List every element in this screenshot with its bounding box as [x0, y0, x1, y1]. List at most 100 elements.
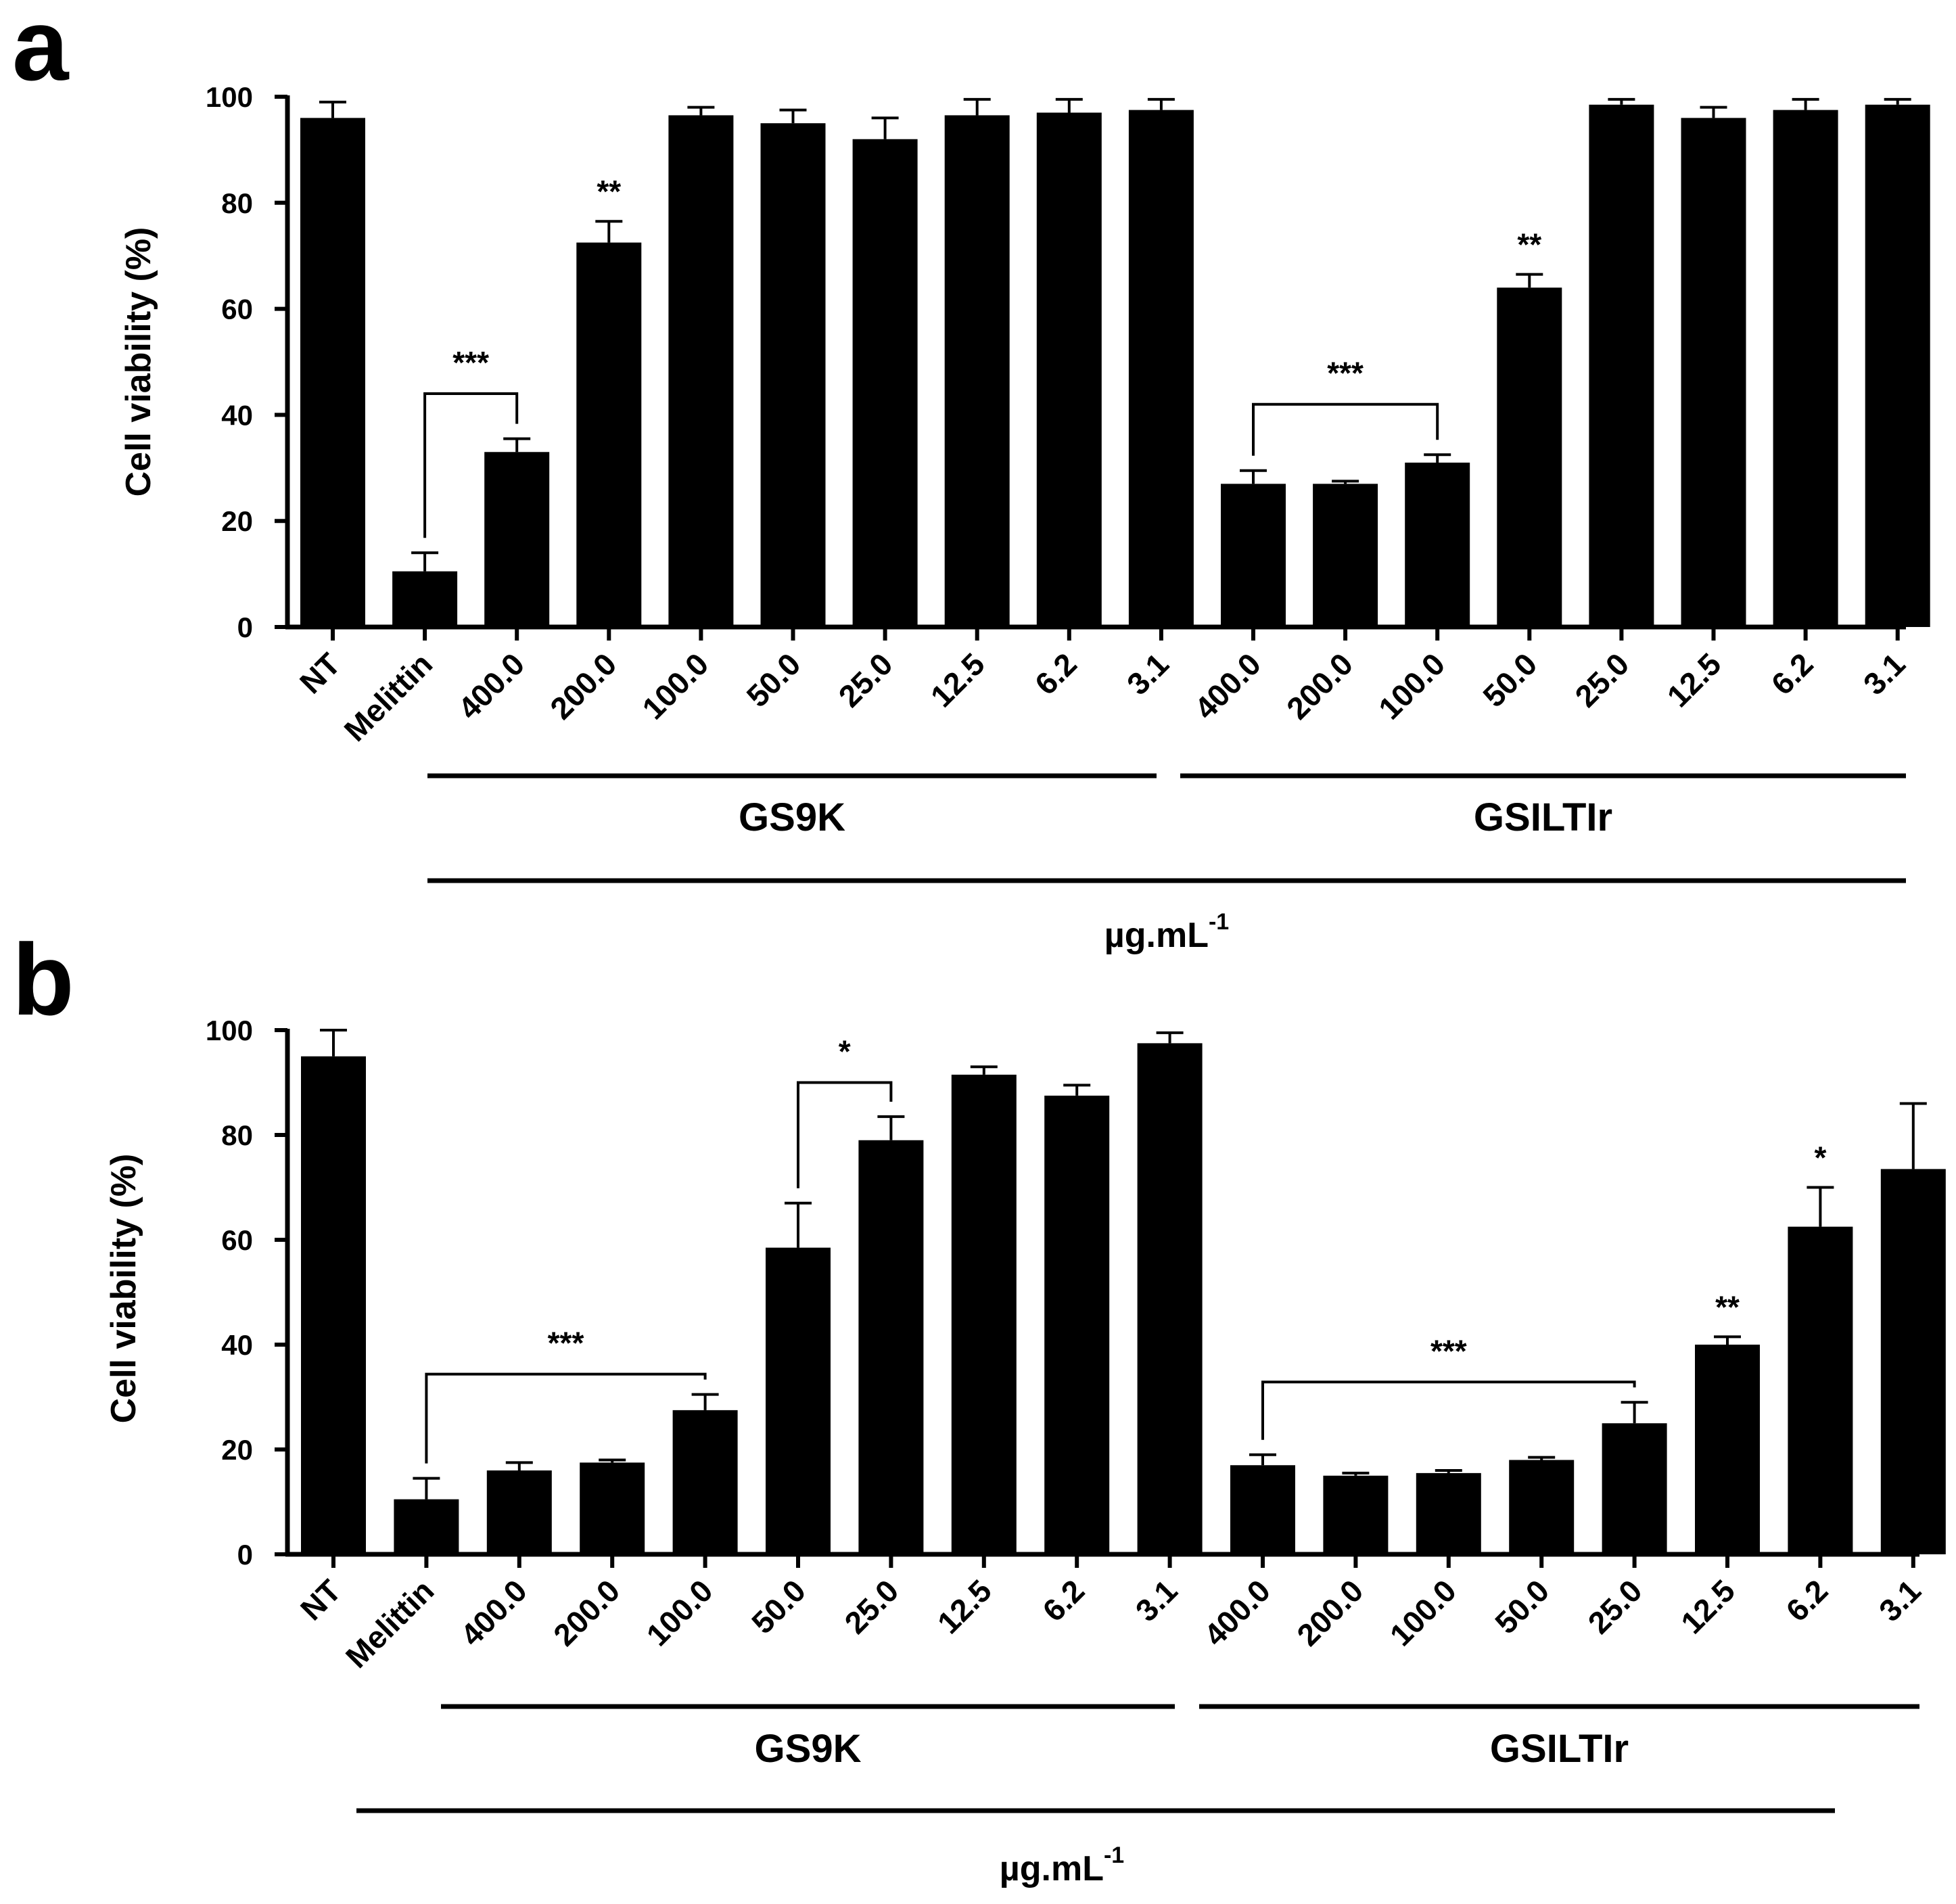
- bar: [300, 118, 365, 628]
- significance-label: ***: [452, 345, 489, 380]
- bar: [852, 139, 918, 628]
- y-axis-label: Cell viability (%): [104, 1154, 143, 1424]
- category-label: 100.0: [1372, 646, 1451, 726]
- bar: [944, 115, 1010, 627]
- significance-label: *: [839, 1034, 851, 1069]
- y-tick-label: 80: [221, 1119, 253, 1151]
- bar: [951, 1074, 1017, 1554]
- bar: [1323, 1475, 1389, 1554]
- group-label: GSILTIr: [1490, 1727, 1629, 1771]
- category-label: NT: [293, 646, 347, 700]
- y-tick-label: 40: [221, 1329, 253, 1361]
- significance-bracket: [797, 1081, 893, 1188]
- bar: [1880, 1169, 1946, 1554]
- category-label: 12.5: [924, 646, 992, 714]
- bar: [1497, 287, 1562, 627]
- significance-label: ***: [548, 1326, 584, 1361]
- category-label: 25.0: [1581, 1573, 1649, 1640]
- category-label: 3.1: [1120, 646, 1175, 701]
- bar: [766, 1247, 831, 1554]
- bar: [1044, 1095, 1110, 1554]
- category-label: 400.0: [454, 1573, 534, 1652]
- category-label: 50.0: [1476, 646, 1543, 714]
- category-label: 400.0: [1188, 646, 1267, 726]
- category-label: 25.0: [1568, 646, 1635, 714]
- y-tick-label: 100: [206, 1015, 253, 1046]
- y-axis-label: Cell viability (%): [119, 227, 158, 497]
- category-label: 100.0: [639, 1573, 719, 1652]
- significance-label: **: [1715, 1289, 1740, 1324]
- y-tick-label: 20: [221, 1434, 253, 1466]
- group-label: GS9K: [755, 1727, 862, 1771]
- bar: [760, 123, 826, 627]
- bar: [668, 115, 734, 627]
- significance-label: *: [1814, 1140, 1826, 1176]
- bar: [672, 1410, 738, 1554]
- group-label: GS9K: [739, 795, 845, 839]
- bar: [1405, 462, 1470, 627]
- significance-label: ***: [1327, 356, 1364, 391]
- panel-a: a 0 20 40 60 80 100 Cell viability (%) NTMelitti…: [12, 0, 1930, 955]
- bar: [1681, 118, 1746, 628]
- category-label: 200.0: [543, 646, 623, 726]
- bar: [1773, 110, 1838, 628]
- panel-letter: b: [12, 923, 74, 1036]
- panel-letter: a: [12, 0, 70, 101]
- bar: [580, 1462, 645, 1554]
- y-tick-label: 80: [221, 187, 253, 219]
- significance-bracket: [1252, 402, 1439, 456]
- category-label: NT: [294, 1573, 348, 1627]
- significance-label: **: [1517, 227, 1541, 262]
- bar: [301, 1056, 366, 1554]
- category-label: 6.2: [1035, 1573, 1091, 1628]
- bar: [1865, 104, 1930, 627]
- bar: [1416, 1472, 1481, 1554]
- bar: [1221, 484, 1286, 627]
- bar: [1137, 1043, 1203, 1554]
- category-label: 25.0: [832, 646, 900, 714]
- unit-label: µg.mL-1: [1000, 1842, 1124, 1888]
- category-label: 3.1: [1129, 1573, 1184, 1628]
- category-label: 6.2: [1765, 646, 1820, 701]
- bar: [392, 571, 458, 627]
- y-tick-label: 20: [221, 505, 253, 537]
- bar: [576, 242, 642, 628]
- y-tick-label: 40: [221, 399, 253, 431]
- bar: [486, 1470, 552, 1554]
- category-label: 100.0: [635, 646, 715, 726]
- bar: [1036, 112, 1102, 627]
- bar: [1230, 1465, 1295, 1554]
- y-tick-label: 60: [221, 1224, 253, 1256]
- category-label: 12.5: [931, 1573, 998, 1640]
- category-label: 6.2: [1028, 646, 1084, 701]
- category-label: 12.5: [1674, 1573, 1742, 1640]
- bar: [394, 1499, 459, 1554]
- bar: [484, 452, 550, 627]
- category-label: 200.0: [1280, 646, 1359, 726]
- bar: [1509, 1460, 1575, 1554]
- significance-bracket: [1261, 1380, 1636, 1440]
- significance-bracket: [423, 392, 519, 538]
- bar: [1313, 484, 1378, 627]
- category-label: 50.0: [745, 1573, 812, 1640]
- y-tick-label: 0: [237, 611, 253, 643]
- category-label: 200.0: [1290, 1573, 1370, 1652]
- category-label: 50.0: [1488, 1573, 1556, 1640]
- y-tick-label: 0: [237, 1539, 253, 1571]
- category-label: 3.1: [1872, 1573, 1928, 1628]
- panel-b: b 0 20 40 60 80 100 Cell viability (%) NTMelitti…: [12, 923, 1946, 1888]
- group-label: GSILTIr: [1474, 795, 1612, 839]
- bar: [1695, 1345, 1760, 1554]
- category-label: 400.0: [451, 646, 531, 726]
- category-label: 50.0: [739, 646, 807, 714]
- category-label: 200.0: [546, 1573, 626, 1652]
- y-tick-label: 60: [221, 294, 253, 325]
- category-label: 12.5: [1660, 646, 1727, 714]
- y-tick-label: 100: [206, 81, 253, 113]
- bar: [1589, 104, 1654, 627]
- category-label: Melittin: [337, 646, 440, 748]
- significance-bracket: [425, 1372, 707, 1464]
- category-label: 25.0: [837, 1573, 905, 1640]
- bar: [858, 1140, 924, 1554]
